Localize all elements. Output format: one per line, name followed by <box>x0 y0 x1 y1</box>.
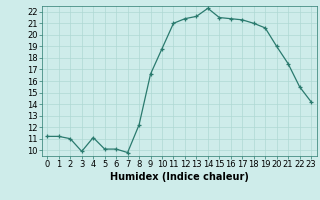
X-axis label: Humidex (Indice chaleur): Humidex (Indice chaleur) <box>110 172 249 182</box>
